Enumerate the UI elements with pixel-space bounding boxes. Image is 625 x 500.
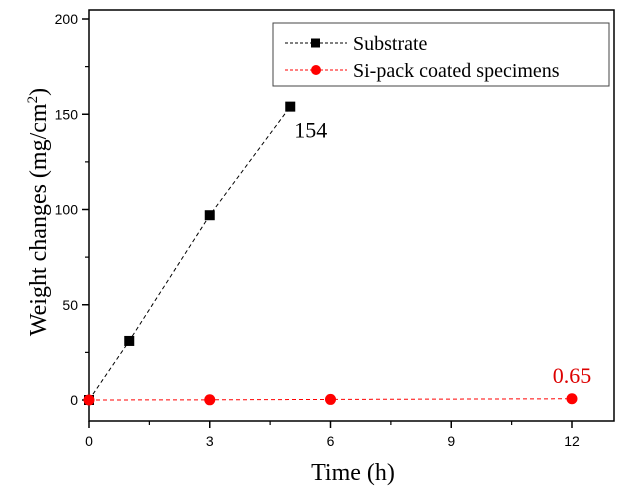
annotation-0-65: 0.65 <box>553 363 592 388</box>
x-axis-title: Time (h) <box>311 460 395 486</box>
y-axis-title: Weight changes (mg/cm2) <box>25 88 52 336</box>
data-point-substrate <box>285 101 296 112</box>
y-tick-label: 50 <box>62 297 78 313</box>
legend-box <box>272 22 610 87</box>
data-point-coated <box>566 393 578 405</box>
legend-label: Si-pack coated specimens <box>353 60 560 82</box>
x-tick-label: 9 <box>447 433 455 449</box>
data-point-substrate <box>204 210 215 221</box>
data-point-coated <box>325 393 336 405</box>
x-tick-label: 6 <box>327 433 335 449</box>
data-point-substrate <box>124 335 135 346</box>
y-axis-title-sup: 2 <box>25 96 41 104</box>
x-tick-label: 3 <box>206 433 214 449</box>
data-point-coated <box>83 394 95 406</box>
y-tick-label: 100 <box>55 202 79 218</box>
legend-label: Substrate <box>353 33 428 55</box>
legend-marker-square <box>311 38 320 48</box>
y-tick-label: 0 <box>70 392 78 408</box>
y-tick-label: 200 <box>55 11 79 27</box>
annotation-154: 154 <box>294 118 327 143</box>
x-tick-label: 12 <box>564 433 580 449</box>
y-tick-label: 150 <box>55 106 79 122</box>
legend-marker-circle <box>311 65 321 75</box>
y-axis-title-end: ) <box>26 88 52 96</box>
x-tick-label: 0 <box>85 433 93 449</box>
series-layer <box>83 101 578 406</box>
y-axis-title-main: Weight changes (mg/cm <box>26 103 52 336</box>
legend: Substrate Si-pack coated specimens <box>272 22 610 87</box>
axes: 0 50 100 150 200 0 3 6 9 12 <box>55 9 615 449</box>
data-point-coated <box>204 394 216 406</box>
annotations: 154 0.65 <box>294 118 591 388</box>
plot-frame <box>88 9 615 422</box>
series-line-substrate <box>88 106 291 401</box>
